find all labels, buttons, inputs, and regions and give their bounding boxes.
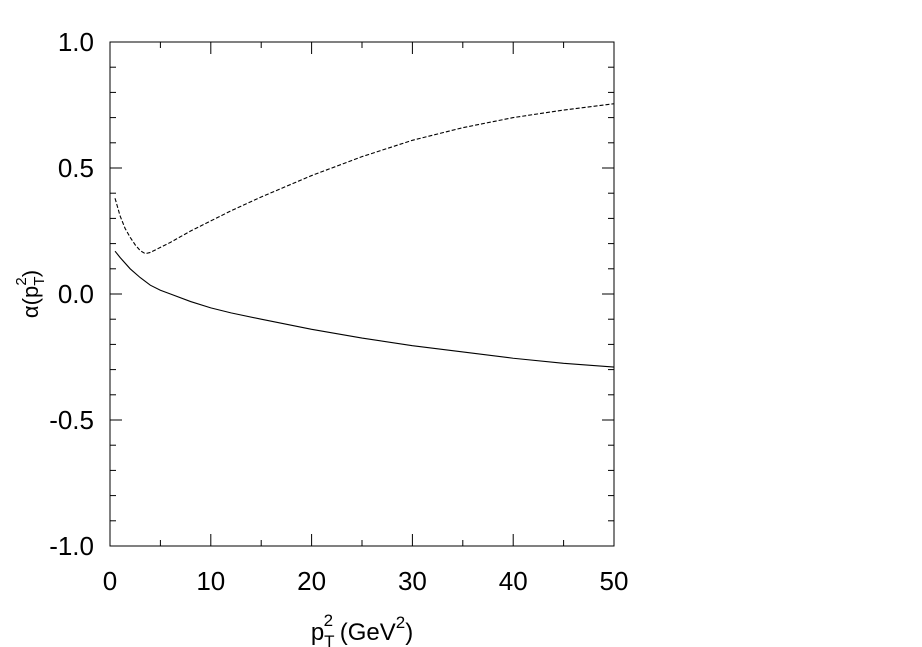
x-axis-label-sub: T	[324, 632, 334, 647]
x-tick-label: 20	[297, 566, 326, 596]
y-axis-label: α(pT2)	[13, 270, 48, 318]
series-layer	[114, 103, 615, 368]
y-tick-label: 1.0	[58, 27, 94, 57]
x-tick-label: 10	[196, 566, 225, 596]
x-axis-label-rest-sup: 2	[396, 613, 405, 632]
x-axis-label: pT 2 (GeV2)	[311, 611, 413, 647]
y-axis-label-sub: T	[31, 277, 48, 286]
x-axis-label-base: p	[311, 619, 324, 646]
y-axis-label-open: (p	[18, 286, 43, 306]
y-tick-label: -0.5	[49, 405, 94, 435]
x-axis-label-rest: (GeV	[333, 619, 396, 646]
x-axis-label-sup: 2	[324, 611, 333, 630]
x-tick-label: 40	[499, 566, 528, 596]
x-axis-label-close: )	[405, 619, 413, 646]
x-tick-label: 0	[103, 566, 117, 596]
y-tick-label: 0.0	[58, 279, 94, 309]
x-tick-label: 50	[600, 566, 629, 596]
y-tick-label: -1.0	[49, 531, 94, 561]
axis-ticks	[109, 41, 615, 547]
y-axis-label-sup: 2	[13, 277, 30, 285]
y-axis-label-close: )	[18, 270, 43, 277]
x-tick-label: 30	[398, 566, 427, 596]
plot-frame	[109, 41, 615, 547]
tick-labels: 0 10 20 30 40 50 -1.0 -0.5 0.0 0.5 1.0	[49, 27, 628, 596]
y-axis-label-symbol: α	[18, 305, 43, 318]
series-line-2-solid	[114, 250, 615, 368]
series-line-1-dashed	[114, 103, 615, 255]
y-tick-label: 0.5	[58, 153, 94, 183]
